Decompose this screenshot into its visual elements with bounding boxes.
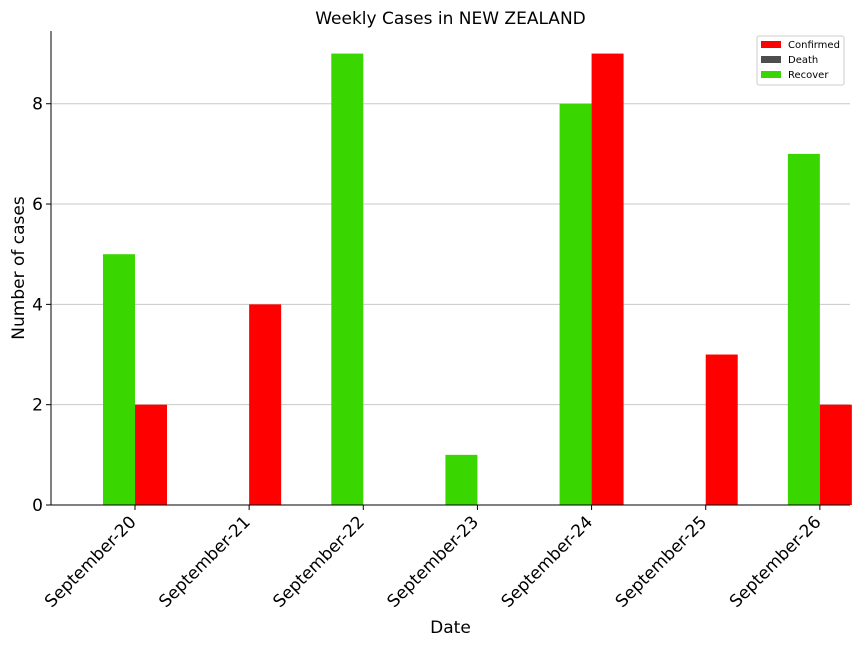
bar-recover-september-20 [103, 254, 135, 505]
bar-recover-september-23 [445, 454, 478, 505]
x-tick-label: September-22 [269, 512, 368, 611]
bar-confirmed-september-20 [135, 404, 167, 505]
bars [103, 53, 852, 505]
y-tick-label: 0 [32, 496, 43, 516]
legend-label-confirmed: Confirmed [788, 40, 840, 51]
x-tick-label: September-24 [498, 512, 597, 611]
y-tick-label: 8 [32, 95, 43, 115]
x-tick-label: September-25 [612, 512, 711, 611]
bar-recover-september-24 [559, 103, 592, 505]
axes [50, 31, 850, 506]
x-axis-label: Date [430, 618, 471, 638]
bar-recover-september-22 [331, 53, 364, 505]
legend-swatch-confirmed [761, 41, 781, 48]
legend-label-recover: Recover [788, 70, 829, 81]
legend-label-death: Death [788, 55, 818, 66]
x-tick-label: September-23 [384, 512, 483, 611]
x-tick-label: September-21 [155, 512, 254, 611]
chart-title: Weekly Cases in NEW ZEALAND [315, 9, 586, 29]
legend: Confirmed Death Recover [756, 35, 845, 86]
legend-swatch-recover [761, 71, 781, 78]
x-tick-label: September-26 [726, 512, 825, 611]
bar-confirmed-september-24 [591, 53, 624, 505]
x-tick-label: September-20 [41, 512, 140, 611]
bar-confirmed-september-26 [819, 404, 852, 505]
bar-confirmed-september-25 [705, 354, 738, 505]
y-tick-label: 2 [32, 396, 43, 416]
bar-confirmed-september-21 [249, 304, 282, 505]
legend-swatch-death [761, 56, 781, 63]
bar-recover-september-26 [787, 153, 820, 505]
y-tick-label: 4 [32, 295, 43, 315]
y-tick-label: 6 [32, 195, 43, 215]
y-axis-label: Number of cases [9, 196, 29, 340]
